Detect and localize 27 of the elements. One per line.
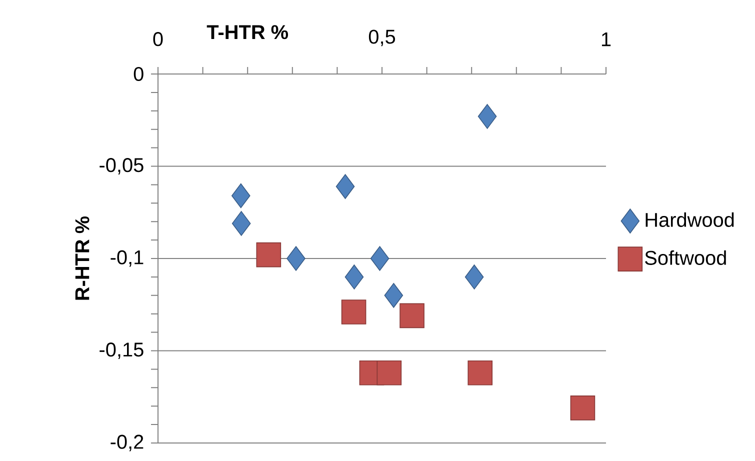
y-tick-label: -0,1 <box>110 250 144 267</box>
point <box>256 242 282 268</box>
point <box>370 246 390 271</box>
legend-label: Hardwood <box>646 212 734 227</box>
point <box>400 303 424 328</box>
x-tick-label: 1 <box>602 32 611 46</box>
point <box>341 300 366 324</box>
point <box>376 360 402 386</box>
point <box>344 264 364 290</box>
x-axis-title: T-HTR % <box>206 25 288 40</box>
point <box>570 396 596 420</box>
point <box>468 360 493 386</box>
y-tick-label: -0,05 <box>100 158 144 174</box>
y-axis-title: R-HTR % <box>75 216 90 300</box>
x-tick-label: 0,5 <box>368 30 396 46</box>
y-tick-label: -0,2 <box>110 434 144 452</box>
y-tick-label: 0 <box>134 66 144 82</box>
point <box>286 246 306 271</box>
point <box>231 183 250 208</box>
point <box>232 211 251 236</box>
point <box>464 264 484 290</box>
y-tick-label: -0,15 <box>100 342 144 359</box>
legend-label: Softwood <box>645 250 726 265</box>
point <box>336 174 355 199</box>
x-tick-label: 0 <box>153 32 163 46</box>
point <box>384 283 404 308</box>
point <box>478 104 497 129</box>
